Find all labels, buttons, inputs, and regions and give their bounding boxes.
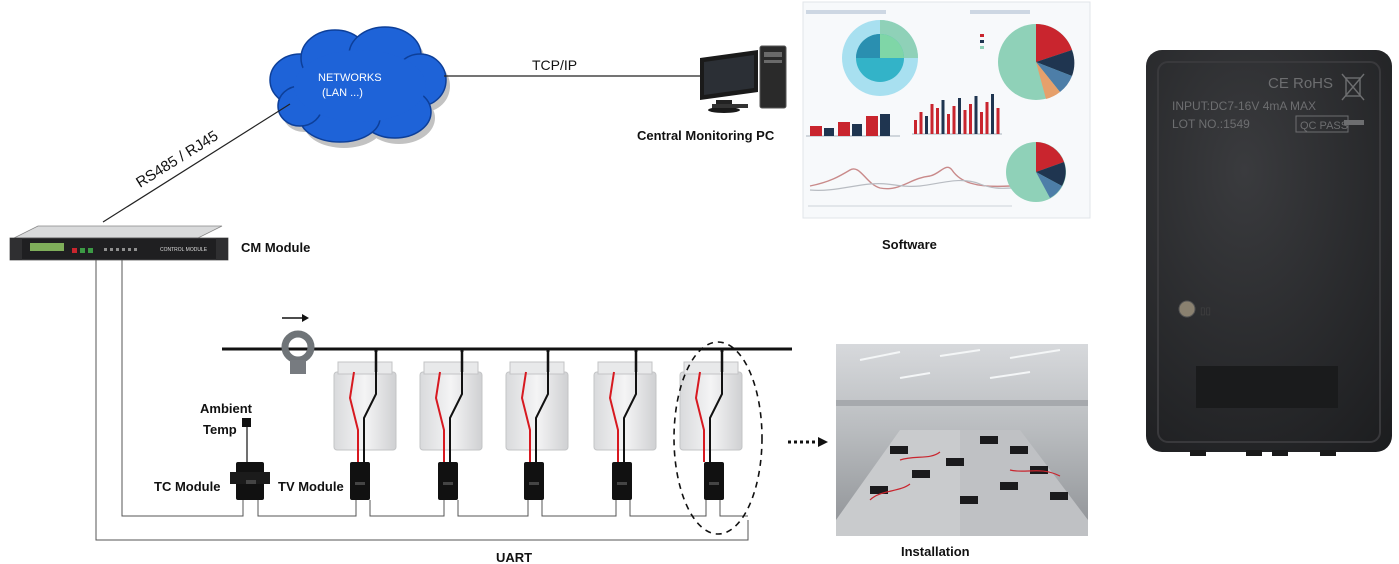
installation-label: Installation — [901, 544, 970, 559]
dense-bar — [969, 104, 972, 134]
dense-bar — [958, 98, 961, 134]
tv-module-label: TV Module — [278, 479, 344, 494]
network-label-line1: NETWORKS — [318, 72, 382, 84]
red-lead — [520, 371, 531, 462]
dense-bar — [996, 108, 1000, 134]
uart-tc — [121, 260, 244, 517]
installed-module — [946, 458, 964, 466]
battery-cell — [593, 349, 657, 500]
rs485-link — [102, 103, 291, 223]
tv-module — [438, 462, 458, 500]
tv-module-led — [443, 482, 453, 485]
cm-panel-text: CONTROL MODULE — [160, 247, 208, 253]
uart-label: UART — [496, 550, 532, 564]
cell-top — [683, 361, 739, 375]
dense-bar — [952, 106, 956, 134]
software-label: Software — [882, 237, 937, 252]
cell-top — [597, 361, 653, 375]
bar-chart-small — [806, 114, 900, 137]
cm-module: CONTROL MODULE — [9, 225, 229, 261]
device-label-recess — [1196, 366, 1338, 408]
installed-modules — [870, 436, 1068, 504]
tv-module-led — [709, 482, 719, 485]
installation-photo — [836, 344, 1088, 536]
cm-module-label: CM Module — [241, 240, 310, 255]
tv-module — [612, 462, 632, 500]
tv-module — [350, 462, 370, 500]
ambient-label-line1: Ambient — [200, 401, 253, 416]
line-chart — [808, 166, 1013, 207]
red-lead — [608, 371, 619, 462]
device-led — [1178, 300, 1196, 318]
battery-string — [333, 349, 743, 500]
installed-module — [1010, 446, 1028, 454]
weee-icon — [1341, 73, 1365, 101]
installed-module — [912, 470, 930, 478]
tc-module-label: TC Module — [154, 479, 220, 494]
cell-top — [509, 361, 565, 375]
highlight-ellipse — [673, 341, 763, 535]
installed-module — [890, 446, 908, 454]
dense-bar — [991, 94, 994, 134]
software-dashboard — [802, 1, 1091, 219]
bar-chart-dense — [912, 94, 1002, 135]
network-label-line2: (LAN ...) — [322, 87, 363, 99]
ambient-temp-sensor — [242, 418, 251, 427]
dense-bar — [947, 114, 950, 134]
uart-loop — [95, 260, 749, 541]
tv-module-led — [529, 482, 539, 485]
red-lead — [348, 371, 359, 462]
battery-cell — [505, 349, 569, 500]
installed-module — [960, 496, 978, 504]
dense-bar — [925, 116, 928, 134]
installed-module — [1000, 482, 1018, 490]
tv-module — [704, 462, 724, 500]
dense-bar — [963, 110, 967, 134]
network-cloud: NETWORKS (LAN ...) — [269, 26, 450, 148]
svg-text:▯▯: ▯▯ — [1200, 306, 1211, 317]
red-lead — [694, 371, 705, 462]
dense-bar — [985, 102, 989, 134]
ambient-label-line2: Temp — [203, 422, 237, 437]
battery-cell — [333, 349, 397, 500]
dense-bar — [919, 112, 923, 134]
pie-chart-bottom — [1006, 142, 1066, 202]
pie-chart-top — [998, 24, 1075, 100]
cell-top — [423, 361, 479, 375]
tv-module — [524, 462, 544, 500]
dense-bar — [980, 112, 983, 134]
device-lot: LOT NO.:1549 — [1172, 117, 1250, 131]
pc-keyboard — [712, 104, 748, 108]
tv-module-photo: ▯▯ CE RoHS INPUT:DC7-16V 4mA MAX LOT NO.… — [1146, 50, 1392, 456]
installed-module — [1050, 492, 1068, 500]
battery-cell — [679, 349, 743, 500]
rs485-label: RS485 / RJ45 — [133, 127, 221, 191]
tv-module-led — [355, 482, 365, 485]
cell-top — [337, 361, 393, 375]
installed-module — [870, 486, 888, 494]
device-body — [1146, 50, 1392, 452]
dense-bar — [941, 100, 945, 134]
device-input: INPUT:DC7-16V 4mA MAX — [1172, 99, 1316, 113]
tcp-label: TCP/IP — [532, 57, 577, 73]
device-cert: CE RoHS — [1268, 75, 1333, 92]
red-lead — [434, 371, 445, 462]
dense-bar — [930, 104, 934, 134]
dense-bar — [936, 108, 939, 134]
tv-module-led — [617, 482, 627, 485]
dense-bar — [974, 96, 978, 134]
central-pc — [700, 45, 787, 113]
sunburst-chart — [842, 20, 918, 96]
installed-module — [980, 436, 998, 444]
dense-bar — [914, 120, 917, 134]
cm-lcd — [30, 243, 64, 251]
current-sensor — [281, 314, 315, 374]
central-pc-label: Central Monitoring PC — [637, 128, 775, 143]
battery-cell — [419, 349, 483, 500]
device-qc: QC PASS — [1300, 120, 1348, 132]
installed-module — [1030, 466, 1048, 474]
tc-module — [230, 462, 270, 500]
